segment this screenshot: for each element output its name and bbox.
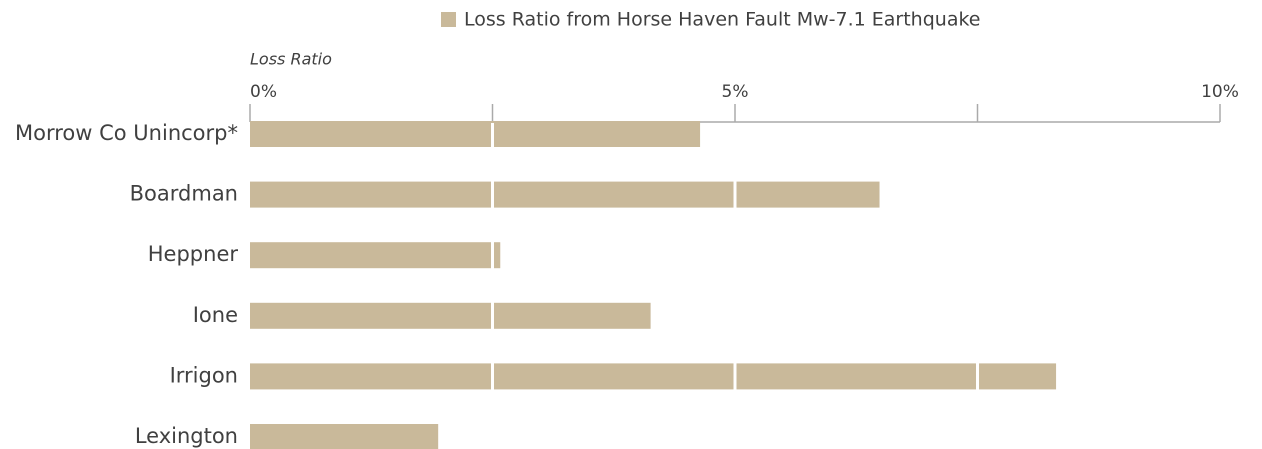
axis-title: Loss Ratio	[250, 50, 332, 69]
y-tick-label: Irrigon	[170, 363, 238, 387]
bar	[250, 121, 701, 147]
x-tick-label: 10%	[1201, 82, 1239, 102]
legend-label: Loss Ratio from Horse Haven Fault Mw-7.1…	[464, 9, 980, 31]
x-tick-label: 0%	[250, 82, 277, 102]
bar	[250, 181, 880, 208]
x-tick-label: 5%	[722, 82, 749, 102]
bar	[250, 363, 1057, 390]
y-tick-label: Ione	[193, 303, 238, 327]
bar	[250, 242, 501, 269]
bar	[250, 302, 651, 329]
y-tick-label: Morrow Co Unincorp*	[15, 121, 238, 145]
y-tick-label: Lexington	[135, 424, 238, 448]
y-tick-label: Boardman	[130, 182, 238, 206]
bar	[250, 424, 439, 449]
legend-swatch	[441, 12, 456, 27]
y-tick-label: Heppner	[148, 242, 239, 266]
